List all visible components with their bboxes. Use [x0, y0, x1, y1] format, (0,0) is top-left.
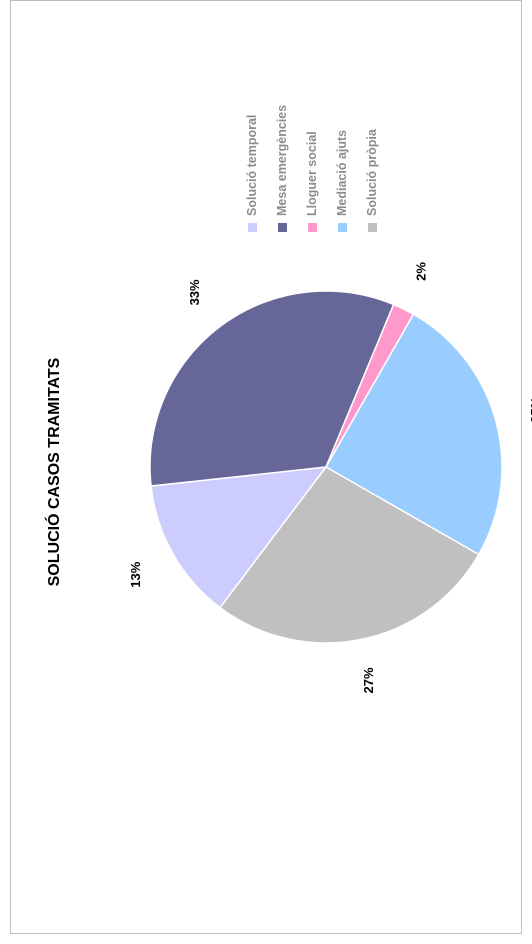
legend-swatch: [367, 223, 377, 232]
slice-percent-label: 25%: [528, 396, 532, 422]
legend-swatch: [277, 223, 287, 232]
legend-label: Solució temporal: [245, 114, 259, 216]
pie-slice: [219, 466, 480, 644]
legend-swatch: [307, 223, 317, 232]
legend-item: Mediació ajuts: [327, 105, 357, 232]
legend-item: Lloguer social: [297, 105, 327, 232]
slice-percent-label: 2%: [414, 262, 429, 281]
legend-label: Solució pròpia: [365, 129, 379, 216]
legend-item: Solució pròpia: [357, 105, 387, 232]
legend-label: Lloguer social: [305, 131, 319, 216]
pie-slice: [149, 290, 395, 487]
pie-slice: [150, 466, 328, 609]
legend-label: Mediació ajuts: [335, 129, 349, 216]
legend-swatch: [337, 223, 347, 232]
chart-frame: [10, 0, 522, 934]
legend: Solució temporal Mesa emergències Llogue…: [237, 105, 387, 232]
slice-percent-label: 13%: [128, 561, 143, 587]
slice-percent-label: 27%: [361, 667, 376, 693]
legend-item: Mesa emergències: [267, 105, 297, 232]
legend-swatch: [247, 223, 257, 232]
pie-slice: [324, 313, 503, 556]
slice-percent-label: 33%: [187, 279, 202, 305]
legend-item: Solució temporal: [237, 105, 267, 232]
legend-label: Mesa emergències: [275, 104, 289, 216]
